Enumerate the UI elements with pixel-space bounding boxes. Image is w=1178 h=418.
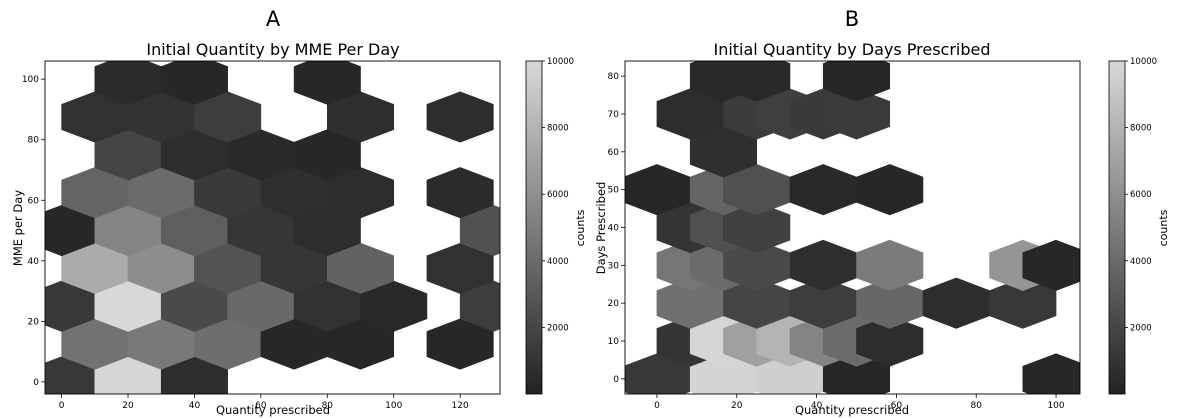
colorbar-tick-label: 4000 bbox=[1130, 257, 1152, 267]
panel-a-title: Initial Quantity by MME Per Day bbox=[146, 40, 399, 59]
hexbin-cell bbox=[856, 239, 924, 291]
y-tick-label: 70 bbox=[608, 110, 620, 120]
x-tick-label: 60 bbox=[255, 401, 267, 411]
panel-b-title: Initial Quantity by Days Prescribed bbox=[713, 40, 990, 59]
colorbar-tick-label: 8000 bbox=[547, 124, 569, 134]
colorbar-tick-label: 2000 bbox=[1130, 323, 1152, 333]
y-tick-label: 0 bbox=[613, 375, 619, 385]
plot-frame bbox=[44, 60, 501, 395]
hexbin-cell bbox=[1022, 353, 1080, 394]
hex-layer bbox=[625, 61, 1080, 394]
hexbin-cell bbox=[723, 61, 791, 102]
colorbar-gradient bbox=[525, 60, 543, 395]
panel-a-colorbar-label: counts bbox=[574, 209, 587, 246]
x-tick-label: 40 bbox=[811, 401, 823, 411]
colorbar-tick-label: 6000 bbox=[547, 190, 569, 200]
hexbin-cell bbox=[426, 91, 494, 143]
x-tick-label: 20 bbox=[731, 401, 743, 411]
x-tick-label: 0 bbox=[654, 401, 660, 411]
colorbar-tick-label: 2000 bbox=[547, 323, 569, 333]
y-tick-label: 60 bbox=[28, 196, 40, 206]
y-tick-label: 20 bbox=[608, 299, 620, 309]
hexbin-cell bbox=[856, 315, 924, 367]
panel-a-colorbar: 2000 4000 6000 8000 10000 bbox=[525, 57, 574, 395]
y-tick-label: 30 bbox=[608, 261, 620, 271]
panel-b-letter: B bbox=[845, 7, 859, 31]
hexbin-cell bbox=[789, 164, 857, 216]
hexbin-cell bbox=[822, 61, 891, 102]
panel-b-xlabel: Quantity prescribed bbox=[795, 403, 909, 417]
panel-a-letter: A bbox=[266, 7, 281, 31]
hexbin-cell bbox=[1022, 239, 1080, 291]
y-tick-label: 60 bbox=[608, 148, 620, 158]
y-tick-label: 20 bbox=[28, 317, 40, 327]
x-tick-label: 80 bbox=[322, 401, 334, 411]
panel-a-ylabel: MME per Day bbox=[11, 190, 25, 266]
panel-b-colorbar-label: counts bbox=[1157, 209, 1170, 246]
hexbin-cell bbox=[789, 239, 857, 291]
x-tick-label: 100 bbox=[1047, 401, 1064, 411]
hexbin-cell bbox=[426, 167, 494, 219]
hexbin-cell bbox=[160, 61, 228, 105]
panel-b-colorbar: 2000 4000 6000 8000 10000 bbox=[1108, 57, 1157, 395]
x-tick-label: 80 bbox=[971, 401, 983, 411]
y-tick-label: 100 bbox=[22, 75, 39, 85]
colorbar-tick-label: 10000 bbox=[547, 57, 574, 67]
panel-b-hexbin-plot: 0 20 40 60 80 100 0 10 20 30 40 50 60 70 80 bbox=[608, 60, 1081, 411]
y-tick-label: 40 bbox=[608, 224, 620, 234]
y-tick-label: 80 bbox=[28, 136, 40, 146]
y-tick-label: 80 bbox=[608, 72, 620, 82]
x-tick-label: 40 bbox=[189, 401, 201, 411]
x-tick-label: 20 bbox=[122, 401, 134, 411]
panel-a-hexbin-plot: 0 20 40 60 80 100 120 0 20 40 60 80 100 bbox=[22, 60, 501, 411]
hexbin-cell bbox=[822, 88, 891, 140]
hex-layer bbox=[45, 61, 500, 394]
colorbar-gradient bbox=[1108, 60, 1126, 395]
y-tick-label: 50 bbox=[608, 186, 620, 196]
panel-a: A Initial Quantity by MME Per Day 0 20 40 6… bbox=[11, 7, 587, 417]
colorbar-tick-label: 6000 bbox=[1130, 190, 1152, 200]
y-tick-label: 10 bbox=[608, 337, 620, 347]
panel-b: B Initial Quantity by Days Prescribed 0 2… bbox=[594, 7, 1170, 417]
hexbin-cell bbox=[922, 277, 990, 329]
panel-a-xlabel: Quantity prescribed bbox=[216, 403, 330, 417]
y-tick-label: 0 bbox=[33, 378, 39, 388]
panel-b-ylabel: Days Prescribed bbox=[594, 182, 608, 275]
x-tick-label: 120 bbox=[452, 401, 469, 411]
x-tick-label: 100 bbox=[385, 401, 402, 411]
colorbar-tick-label: 10000 bbox=[1130, 57, 1157, 67]
y-tick-label: 40 bbox=[28, 257, 40, 267]
x-tick-label: 60 bbox=[891, 401, 903, 411]
hexbin-cell bbox=[293, 61, 361, 105]
hexbin-cell bbox=[856, 164, 924, 216]
colorbar-tick-label: 8000 bbox=[1130, 124, 1152, 134]
x-tick-label: 0 bbox=[59, 401, 65, 411]
colorbar-tick-label: 4000 bbox=[547, 257, 569, 267]
